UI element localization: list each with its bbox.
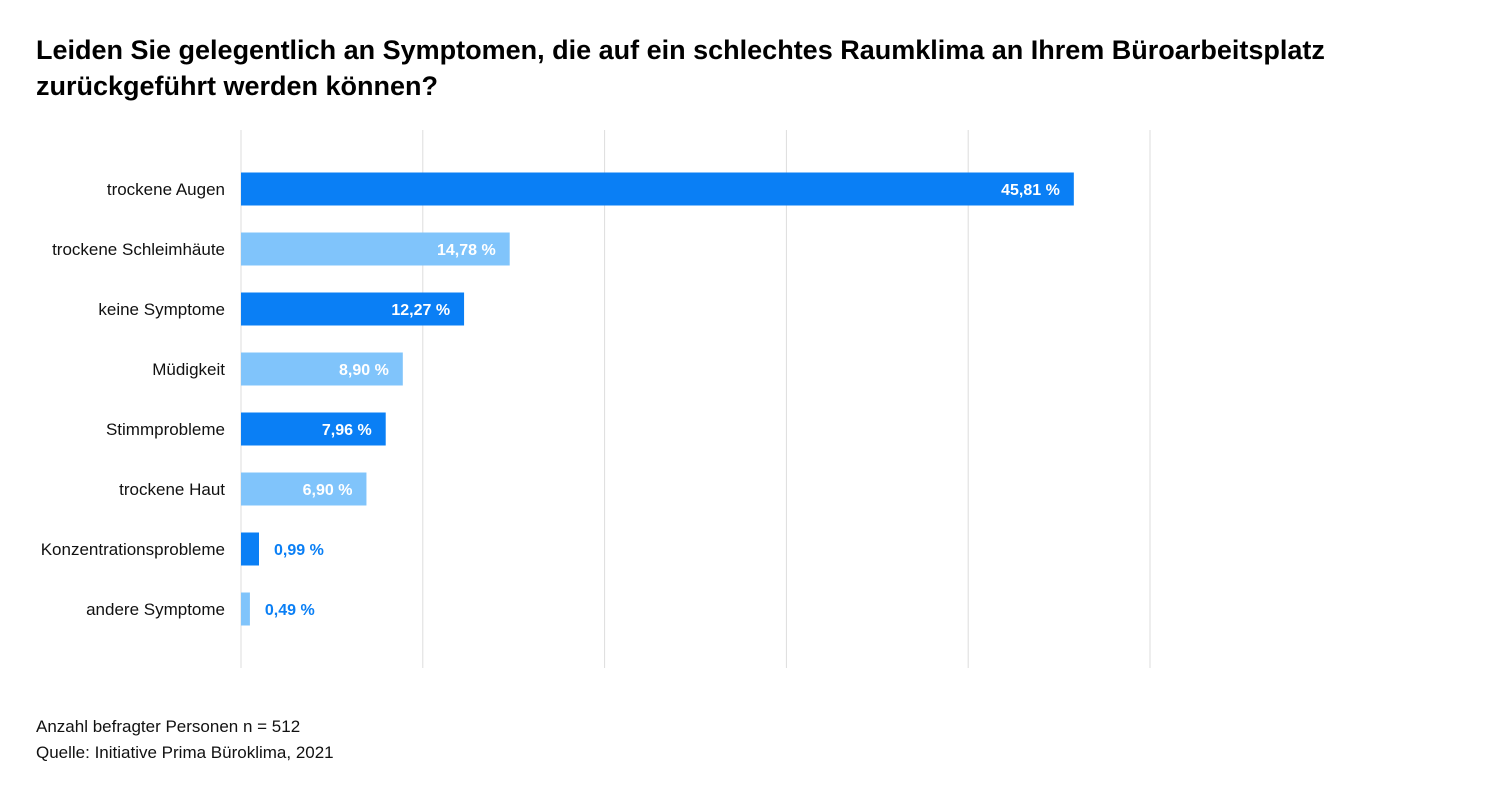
gridlines: [240, 130, 1151, 668]
category-label: andere Symptome: [86, 600, 225, 619]
chart-footer: Anzahl befragter Personen n = 512 Quelle…: [36, 714, 334, 766]
data-label: 45,81 %: [1001, 182, 1060, 199]
bar: [241, 532, 259, 566]
sample-size-note: Anzahl befragter Personen n = 512: [36, 717, 301, 736]
category-label: keine Symptome: [98, 300, 225, 319]
category-labels: trockene Augen trockene Schleimhäute keine…: [41, 180, 226, 619]
data-label: 8,90 %: [339, 362, 389, 379]
category-label: trockene Haut: [119, 480, 225, 499]
bar: [241, 172, 1074, 206]
data-label: 6,90 %: [303, 482, 353, 499]
chart-title: Leiden Sie gelegentlich an Symptomen, di…: [36, 35, 1325, 101]
data-label: 12,27 %: [391, 302, 450, 319]
data-label: 0,49 %: [265, 602, 315, 619]
bar: [241, 292, 465, 326]
bar: [241, 412, 386, 446]
data-label: 7,96 %: [322, 422, 372, 439]
bar: [241, 232, 510, 266]
bars: [241, 172, 1074, 626]
data-label: 14,78 %: [437, 242, 496, 259]
bar: [241, 472, 367, 506]
category-label: Stimmprobleme: [106, 420, 225, 439]
source-note: Quelle: Initiative Prima Büroklima, 2021: [36, 743, 334, 762]
bar: [241, 592, 250, 626]
bar: [241, 352, 403, 386]
data-label: 0,99 %: [274, 542, 324, 559]
category-label: trockene Augen: [107, 180, 225, 199]
category-label: Müdigkeit: [152, 360, 225, 379]
category-label: trockene Schleimhäute: [52, 240, 225, 259]
value-labels: 45,81 % 14,78 % 12,27 % 8,90 % 7,96 % 6,90 % 0…: [265, 182, 1060, 619]
category-label: Konzentrationsprobleme: [41, 540, 225, 559]
